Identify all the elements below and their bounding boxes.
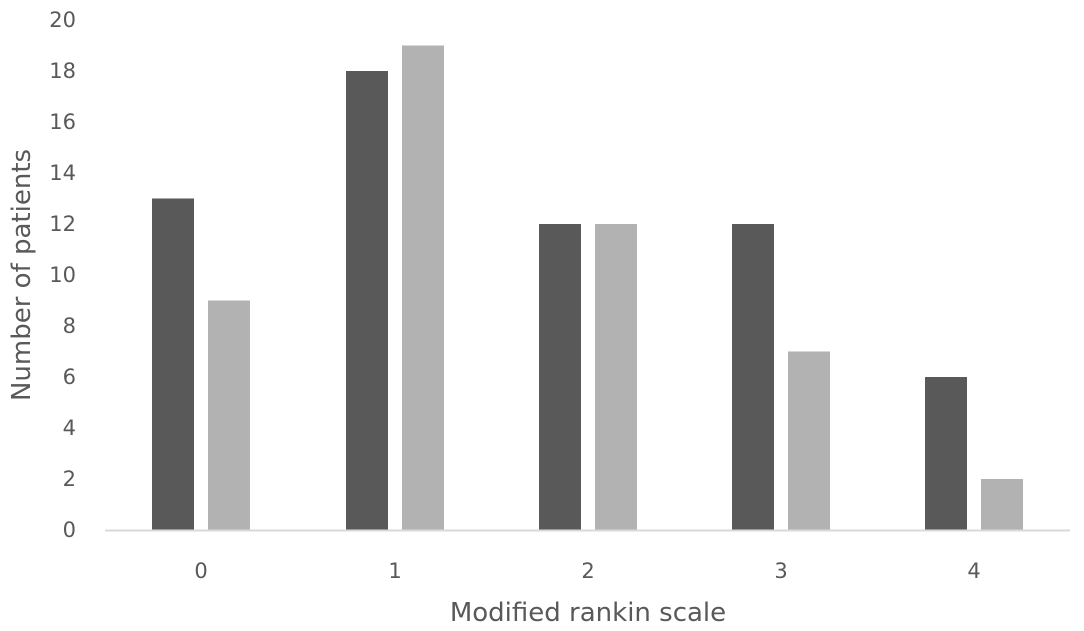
bar-series-2-category-4 <box>981 479 1023 530</box>
bar-series-2-category-3 <box>788 351 830 530</box>
y-tick-label: 2 <box>63 467 76 491</box>
bar-series-2-category-2 <box>595 224 637 530</box>
y-axis-title: Number of patients <box>7 149 37 401</box>
x-tick-label: 3 <box>774 559 787 583</box>
y-tick-label: 8 <box>63 314 76 338</box>
x-tick-label: 2 <box>581 559 594 583</box>
bar-series-2-category-0 <box>208 300 250 530</box>
y-tick-label: 0 <box>63 518 76 542</box>
bar-series-1-category-0 <box>152 198 194 530</box>
bar-series-1-category-2 <box>539 224 581 530</box>
x-tick-label: 4 <box>967 559 980 583</box>
y-axis-ticks: 0 2 4 6 8 10 12 14 16 18 20 <box>49 8 76 542</box>
y-tick-label: 16 <box>49 110 76 134</box>
bars <box>152 45 1023 530</box>
y-tick-label: 14 <box>49 161 76 185</box>
x-axis-ticks: 0 1 2 3 4 <box>194 559 980 583</box>
y-tick-label: 18 <box>49 59 76 83</box>
y-tick-label: 12 <box>49 212 76 236</box>
bar-series-1-category-4 <box>925 377 967 530</box>
y-tick-label: 6 <box>63 365 76 389</box>
y-tick-label: 4 <box>63 416 76 440</box>
x-axis-title: Modified rankin scale <box>450 598 726 628</box>
x-tick-label: 1 <box>388 559 401 583</box>
bar-series-2-category-1 <box>402 45 444 530</box>
y-tick-label: 20 <box>49 8 76 32</box>
y-tick-label: 10 <box>49 263 76 287</box>
bar-series-1-category-3 <box>732 224 774 530</box>
bar-series-1-category-1 <box>346 71 388 530</box>
x-tick-label: 0 <box>194 559 207 583</box>
